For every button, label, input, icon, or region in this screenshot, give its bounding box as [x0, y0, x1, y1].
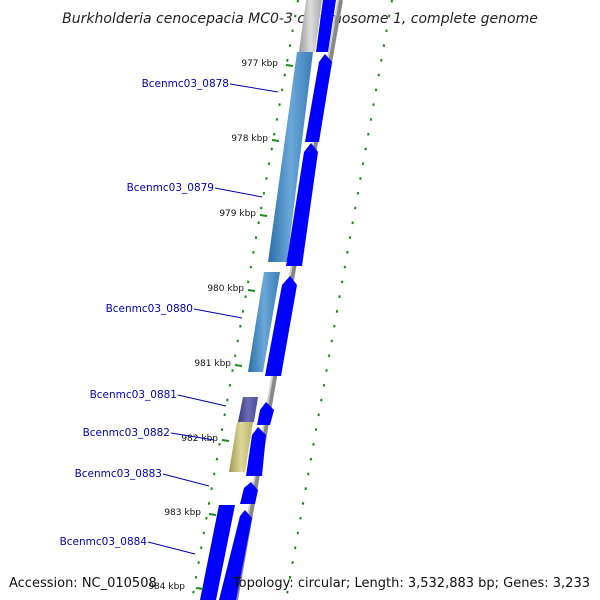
outer-tick-dots — [286, 0, 393, 594]
kbp-tick: 979 kbp — [219, 209, 268, 219]
genome-summary-text: Topology: circular; Length: 3,532,883 bp… — [232, 576, 590, 591]
kbp-label: 979 kbp — [219, 209, 256, 219]
kbp-label: 977 kbp — [241, 59, 278, 69]
map-title: Burkholderia cenocepacia MC0-3 chromosom… — [62, 11, 538, 27]
gene-label[interactable]: Bcenmc03_0882 — [83, 427, 170, 439]
kbp-label: 983 kbp — [164, 508, 201, 518]
cds-arrow-0880[interactable] — [265, 276, 297, 376]
gene-label[interactable]: Bcenmc03_0884 — [60, 536, 148, 548]
gene-block-0881[interactable] — [238, 397, 258, 422]
grey-feature — [299, 0, 322, 52]
gene-label-group[interactable]: Bcenmc03_0884 — [60, 536, 196, 555]
gene-label[interactable]: Bcenmc03_0879 — [127, 182, 214, 194]
gene-label-group[interactable]: Bcenmc03_0882 — [83, 427, 215, 441]
gene-track — [229, 52, 313, 472]
cds-track — [200, 54, 332, 600]
gene-label-group[interactable]: Bcenmc03_0883 — [75, 468, 210, 487]
kbp-tick: 984 kbp — [148, 582, 204, 592]
cds-arrow-0878[interactable] — [305, 54, 332, 142]
cds-arrow-0879[interactable] — [286, 143, 318, 266]
kbp-tick: 983 kbp — [164, 508, 217, 518]
kbp-label: 981 kbp — [194, 359, 231, 369]
gene-label-group[interactable]: Bcenmc03_0879 — [127, 182, 263, 198]
kbp-tick: 980 kbp — [207, 284, 256, 294]
gene-label-group[interactable]: Bcenmc03_0878 — [142, 78, 279, 93]
gene-label[interactable]: Bcenmc03_0881 — [90, 389, 177, 401]
kbp-label: 980 kbp — [207, 284, 244, 294]
kbp-ticks: 977 kbp 978 kbp 979 kbp 980 kbp 981 kbp … — [148, 59, 294, 592]
kbp-label: 982 kbp — [181, 434, 218, 444]
kbp-tick: 981 kbp — [194, 359, 243, 369]
cds-arrow-0882[interactable] — [246, 427, 266, 476]
kbp-label: 984 kbp — [148, 582, 185, 592]
accession-text: Accession: NC_010508 — [9, 576, 157, 591]
gene-label[interactable]: Bcenmc03_0883 — [75, 468, 162, 480]
gene-label-group[interactable]: Bcenmc03_0880 — [106, 303, 243, 319]
kbp-tick: 982 kbp — [181, 434, 230, 444]
gene-block-0880[interactable] — [248, 272, 280, 372]
gene-block-0878[interactable] — [268, 52, 313, 262]
gene-label[interactable]: Bcenmc03_0878 — [142, 78, 229, 90]
gene-label-group[interactable]: Bcenmc03_0881 — [90, 389, 227, 407]
kbp-tick: 977 kbp — [241, 59, 294, 69]
kbp-tick: 978 kbp — [231, 134, 280, 144]
gene-block-0882[interactable] — [229, 422, 253, 472]
inner-tick-dots — [192, 0, 299, 594]
cds-arrow-0883[interactable] — [240, 482, 258, 504]
cds-arrow-0881[interactable] — [257, 402, 274, 425]
top-cds-arrow — [316, 0, 336, 52]
gene-label[interactable]: Bcenmc03_0880 — [106, 303, 193, 315]
cds-arrow-0884[interactable] — [219, 510, 252, 600]
kbp-label: 978 kbp — [231, 134, 268, 144]
gene-block-0884[interactable] — [200, 505, 235, 600]
gene-labels: Bcenmc03_0878 Bcenmc03_0879 Bcenmc03_088… — [60, 78, 279, 555]
